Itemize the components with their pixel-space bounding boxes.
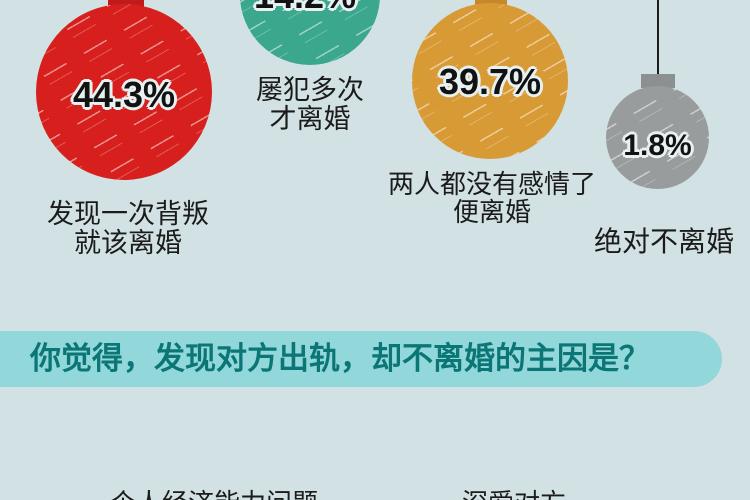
option-label-gray: 绝对不离婚 (588, 227, 740, 256)
question-banner: 你觉得，发现对方出轨，却不离婚的主因是？ (0, 331, 722, 387)
option-label-orange-line2: 便离婚 (452, 197, 531, 227)
ornament-ball-orange (412, 3, 568, 159)
percent-value-red: 44.3% (72, 74, 176, 115)
ornament-cap-gray (641, 74, 675, 88)
option-label-teal-line2: 才离婚 (269, 104, 351, 134)
option-label-red-line2: 就该离婚 (74, 228, 182, 258)
ornament-ball-red (36, 4, 212, 180)
option-label-teal: 屡犯多次 才离婚 (230, 76, 390, 134)
option-label-gray-line1: 绝对不离婚 (593, 226, 734, 257)
percent-value-gray: 1.8% (623, 129, 692, 162)
q2-option-love: 深爱对方 (462, 488, 566, 500)
q2-option-economy: 个人经济能力问题 (110, 488, 318, 500)
option-label-orange-line1: 两人都没有感情了 (387, 169, 596, 199)
option-label-red-line1: 发现一次背叛 (47, 199, 209, 229)
hanging-string (657, 0, 659, 76)
option-label-orange: 两人都没有感情了 便离婚 (382, 170, 602, 226)
percent-value-teal: 14.2% (245, 0, 365, 14)
ornament-ball-gray (606, 86, 709, 189)
option-label-teal-line1: 屡犯多次 (256, 75, 364, 105)
question-banner-text: 你觉得，发现对方出轨，却不离婚的主因是？ (30, 341, 650, 376)
option-label-red: 发现一次背叛 就该离婚 (28, 200, 228, 258)
percent-value-orange: 39.7% (438, 61, 542, 102)
